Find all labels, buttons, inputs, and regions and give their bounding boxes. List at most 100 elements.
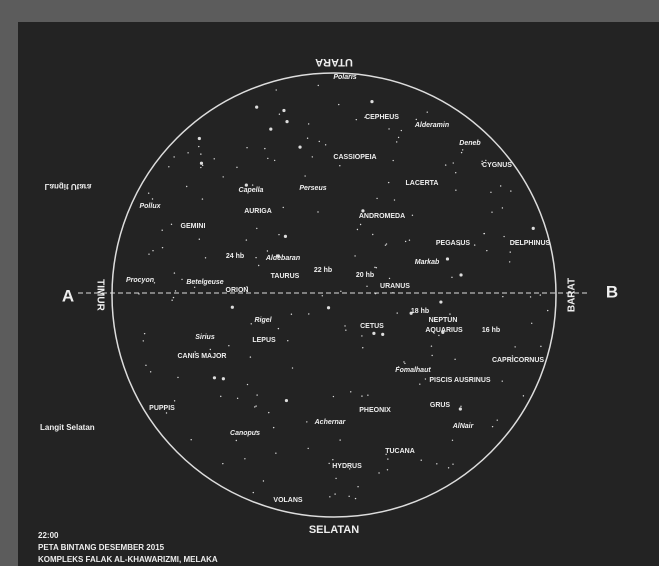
star	[283, 234, 288, 238]
star	[501, 207, 504, 209]
sky-label: CYGNUS	[482, 162, 512, 169]
star	[441, 330, 445, 334]
star	[291, 367, 294, 369]
star	[361, 335, 363, 337]
star	[485, 159, 487, 162]
star	[287, 340, 289, 342]
star	[307, 447, 309, 450]
star	[173, 156, 175, 158]
sky-label: CANIS MAJOR	[177, 353, 226, 360]
star	[381, 332, 385, 336]
star	[364, 116, 366, 119]
north-label: UTARA	[315, 56, 353, 68]
star	[149, 371, 152, 373]
sky-label: GEMINI	[181, 223, 206, 230]
sky-label: AQUARIUS	[425, 327, 463, 334]
star	[277, 327, 280, 330]
star	[285, 120, 289, 124]
star	[396, 312, 398, 314]
star	[452, 162, 454, 164]
star	[200, 153, 202, 155]
sky-label: Pollux	[139, 203, 161, 210]
star	[255, 430, 257, 432]
star	[190, 439, 192, 441]
sky-label: Polaris	[333, 74, 356, 81]
star	[273, 159, 276, 162]
star	[458, 407, 462, 411]
sky-label: HYDRUS	[332, 463, 362, 470]
star	[415, 118, 417, 121]
star	[362, 347, 364, 349]
star	[275, 452, 277, 454]
stars	[138, 84, 549, 500]
star	[266, 250, 269, 252]
sky-label: Aldebaran	[265, 255, 300, 262]
star	[172, 296, 175, 299]
south-label: SELATAN	[309, 524, 359, 536]
star	[431, 354, 433, 357]
star	[251, 184, 254, 186]
star	[490, 191, 492, 193]
sky-label: 16 hb	[482, 327, 500, 334]
star	[255, 405, 257, 407]
sky-label: GRUS	[430, 402, 451, 409]
star	[375, 267, 378, 269]
star	[306, 421, 308, 423]
star	[194, 351, 196, 353]
star	[451, 276, 453, 279]
star	[338, 103, 340, 106]
star	[378, 472, 380, 474]
star	[339, 164, 341, 167]
star	[396, 141, 398, 143]
star	[220, 395, 222, 398]
star	[388, 128, 390, 130]
star	[439, 300, 443, 304]
sky-label: Deneb	[459, 140, 481, 147]
south-sky-label: Langit Selatan	[40, 423, 95, 432]
star	[256, 394, 258, 396]
sky-label: CAPRICORNUS	[492, 357, 544, 364]
sky-label: Achernar	[314, 419, 347, 426]
star	[496, 419, 498, 421]
star	[308, 313, 310, 315]
star	[344, 325, 346, 327]
star	[539, 294, 542, 296]
sky-label: Fomalhaut	[395, 367, 431, 374]
star	[419, 383, 421, 385]
star	[339, 439, 341, 441]
star	[284, 398, 289, 403]
star	[174, 290, 177, 292]
star	[213, 158, 215, 160]
star	[447, 467, 450, 469]
sky-background	[18, 22, 659, 566]
star	[397, 136, 400, 139]
star	[198, 238, 201, 240]
star	[411, 214, 414, 216]
sky-label: Betelgeuse	[186, 279, 223, 286]
star	[161, 246, 164, 249]
star	[221, 377, 225, 381]
star	[244, 458, 246, 460]
star	[459, 273, 463, 277]
sky-label: Markab	[415, 259, 440, 266]
star	[354, 255, 356, 257]
star	[255, 105, 259, 109]
star	[161, 229, 163, 231]
sky-label: CASSIOPEIA	[333, 154, 376, 161]
star	[151, 198, 154, 200]
star	[522, 395, 525, 397]
sky-label: AURIGA	[244, 208, 272, 215]
sky-label: TUCANA	[385, 448, 415, 455]
star	[282, 206, 284, 209]
star	[290, 313, 293, 315]
sky-label: Procyon	[126, 277, 154, 284]
star	[334, 493, 336, 495]
star	[321, 295, 324, 297]
star	[409, 311, 413, 315]
star	[459, 244, 461, 246]
star	[311, 156, 314, 158]
star	[426, 111, 428, 113]
star	[481, 163, 483, 165]
sky-label: LEPUS	[252, 337, 276, 344]
star	[187, 152, 189, 154]
